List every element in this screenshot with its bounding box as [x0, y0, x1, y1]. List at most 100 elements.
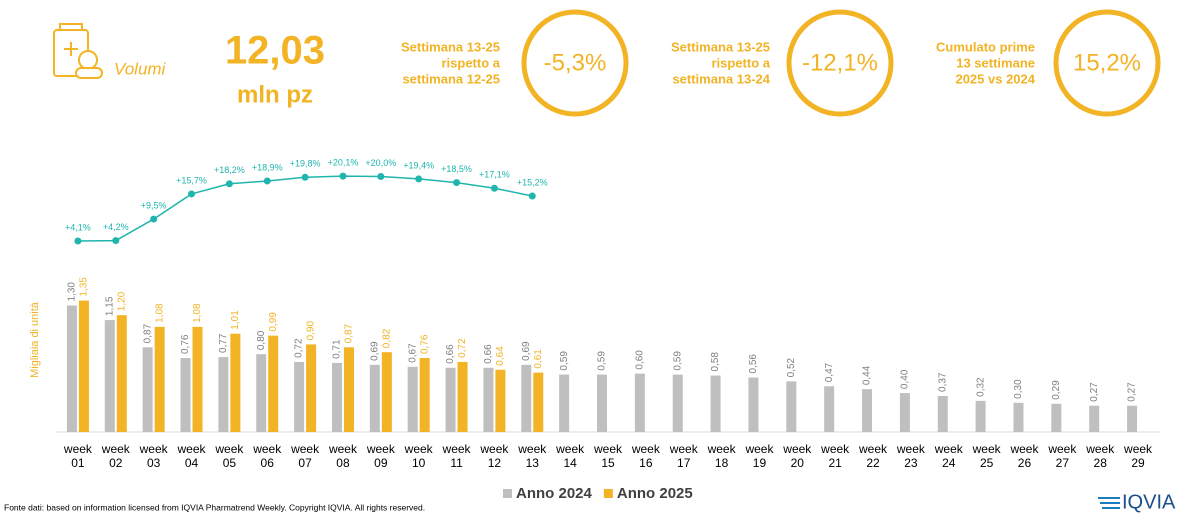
bar-value-label: 0,77: [218, 333, 229, 353]
x-tick-label: week 20: [782, 442, 812, 470]
growth-point: [453, 179, 461, 187]
kpi-label: settimana 12-25: [402, 71, 500, 86]
bar-value-label: 0,72: [457, 338, 468, 358]
bar-value-label: 0,87: [142, 323, 153, 343]
bar-value-label: 0,60: [635, 350, 646, 370]
bar: [710, 375, 721, 432]
x-tick-label: week 08: [328, 442, 358, 470]
kpi-value: -12,1%: [802, 49, 878, 76]
growth-point: [377, 173, 385, 180]
bar: [331, 362, 342, 432]
bar-value-label: 0,37: [937, 372, 948, 392]
bar: [672, 374, 683, 432]
bar: [104, 320, 115, 432]
bar-value-label: 0,32: [975, 377, 986, 397]
x-tick-label: week 03: [139, 442, 169, 470]
source-note: Fonte dati: based on information license…: [4, 502, 425, 512]
x-tick-label: week 27: [1047, 442, 1077, 470]
bar: [445, 367, 456, 432]
x-tick-label: week 22: [858, 442, 888, 470]
legend-swatch: [503, 489, 512, 498]
bar-value-label: 1,08: [192, 303, 203, 323]
growth-label: +18,5%: [441, 164, 472, 174]
bar-value-label: 0,76: [419, 334, 430, 354]
x-tick-label: week 26: [1009, 442, 1039, 470]
bar: [66, 305, 77, 432]
x-tick-label: week 07: [290, 442, 320, 470]
bar-value-label: 1,08: [154, 303, 165, 323]
x-tick-label: week 12: [479, 442, 509, 470]
bar-value-label: 0,40: [900, 369, 911, 389]
growth-point: [528, 192, 536, 200]
bar-value-label: 1,15: [104, 296, 115, 316]
bar-value-label: 0,69: [369, 341, 380, 361]
growth-label: +20,0%: [365, 158, 396, 168]
bar: [369, 364, 380, 432]
x-tick-label: week 17: [669, 442, 699, 470]
growth-label: +15,7%: [176, 175, 207, 185]
bar-value-label: 0,66: [483, 344, 494, 364]
bar-value-label: 0,27: [1127, 382, 1138, 402]
kpi-label: Cumulato prime: [936, 39, 1035, 54]
growth-label: +17,1%: [479, 170, 510, 180]
x-tick-label: week 23: [896, 442, 926, 470]
y-axis-label: Migliaia di unità: [29, 301, 41, 378]
bar-value-label: 0,47: [824, 362, 835, 382]
bar: [1051, 403, 1062, 432]
bar: [975, 400, 986, 432]
bar: [294, 361, 305, 432]
bar-value-label: 0,99: [268, 312, 279, 332]
bar: [899, 393, 910, 432]
bar-value-label: 0,67: [407, 343, 418, 363]
kpi-label: 13 settimane: [956, 55, 1035, 70]
bar: [256, 354, 267, 432]
bar-value-label: 0,58: [710, 352, 721, 372]
growth-label: +4,2%: [103, 222, 129, 232]
bar: [483, 367, 494, 432]
volume-label: Volumi: [114, 59, 167, 78]
bar-value-label: 0,87: [344, 323, 355, 343]
kpi-label: Settimana 13-25: [401, 39, 500, 54]
bar: [180, 358, 191, 432]
bar-value-label: 0,29: [1051, 380, 1062, 400]
bar-value-label: 0,76: [180, 334, 191, 354]
x-tick-label: week 24: [934, 442, 964, 470]
bar: [559, 374, 570, 432]
volume-unit: mln pz: [237, 81, 313, 108]
bar: [1089, 405, 1100, 432]
bar: [495, 369, 506, 432]
bar-value-label: 0,59: [597, 351, 608, 371]
growth-label: +9,5%: [141, 200, 167, 210]
growth-point: [415, 175, 423, 183]
kpi-label: rispetto a: [711, 55, 770, 70]
logo: IQVIA: [1098, 491, 1176, 513]
bar: [937, 395, 948, 432]
bar: [419, 358, 430, 432]
bar: [533, 372, 544, 432]
bar: [192, 326, 203, 432]
kpi-circle: [1053, 9, 1161, 117]
bar: [634, 373, 645, 432]
x-tick-label: week 19: [744, 442, 774, 470]
bar: [407, 366, 418, 432]
kpi-label: Settimana 13-25: [671, 39, 770, 54]
bar: [1127, 405, 1138, 432]
bar-value-label: 0,61: [533, 349, 544, 369]
growth-point: [301, 173, 309, 181]
x-tick-label: week 02: [101, 442, 131, 470]
kpi-label: rispetto a: [441, 55, 500, 70]
bar-value-label: 1,20: [116, 291, 127, 311]
bar-value-label: 1,30: [67, 282, 78, 302]
bar: [786, 381, 797, 432]
kpi-circle: [786, 9, 894, 117]
bar: [306, 344, 317, 432]
bar-value-label: 0,71: [332, 339, 343, 359]
bar: [343, 347, 354, 432]
bar-value-label: 0,59: [672, 351, 683, 371]
x-tick-label: week 28: [1085, 442, 1115, 470]
bar-value-label: 0,72: [294, 338, 305, 358]
bar: [230, 333, 241, 432]
growth-point: [188, 190, 196, 198]
bar-value-label: 0,52: [786, 357, 797, 377]
